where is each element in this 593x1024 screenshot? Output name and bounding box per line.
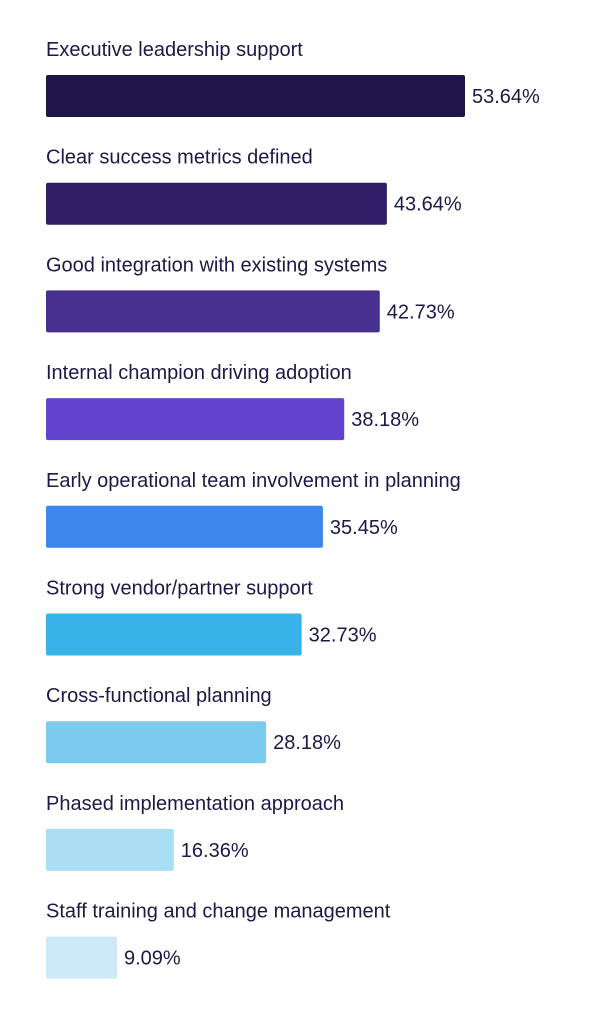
value-label: 9.09% [124, 948, 181, 970]
value-label: 16.36% [181, 840, 249, 862]
category-label: Good integration with existing systems [46, 254, 387, 276]
category-label: Early operational team involvement in pl… [46, 470, 461, 492]
bar [46, 828, 174, 871]
bar-group: Internal champion driving adoption 38.18% [46, 362, 419, 441]
bar [46, 75, 465, 117]
bar-group: Staff training and change management 9.09… [46, 901, 391, 979]
category-label: Strong vendor/partner support [46, 578, 313, 600]
bar [46, 398, 345, 441]
category-label: Cross-functional planning [46, 685, 272, 707]
category-label: Internal champion driving adoption [46, 362, 352, 384]
category-label: Executive leadership support [46, 39, 303, 61]
value-label: 53.64% [472, 86, 540, 108]
bar [46, 613, 302, 656]
bar-group: Clear success metrics defined 43.64% [46, 147, 462, 225]
bar [46, 505, 323, 548]
bar [46, 182, 387, 225]
category-label: Clear success metrics defined [46, 147, 313, 169]
bar [46, 936, 118, 979]
bar [46, 290, 380, 333]
bar-group: Early operational team involvement in pl… [46, 470, 461, 548]
category-label: Staff training and change management [46, 901, 391, 923]
bar [46, 721, 267, 764]
category-label: Phased implementation approach [46, 793, 344, 815]
bar-group: Executive leadership support 53.64% [46, 39, 540, 117]
value-label: 38.18% [351, 409, 419, 431]
bar-group: Good integration with existing systems 42… [46, 254, 455, 333]
bar-group: Cross-functional planning 28.18% [46, 685, 341, 764]
value-label: 35.45% [330, 517, 398, 539]
value-label: 43.64% [394, 194, 462, 216]
value-label: 42.73% [387, 301, 455, 323]
bar-group: Phased implementation approach 16.36% [46, 793, 344, 871]
bar-group: Strong vendor/partner support 32.73% [46, 578, 377, 656]
value-label: 32.73% [309, 625, 377, 647]
value-label: 28.18% [273, 732, 341, 754]
